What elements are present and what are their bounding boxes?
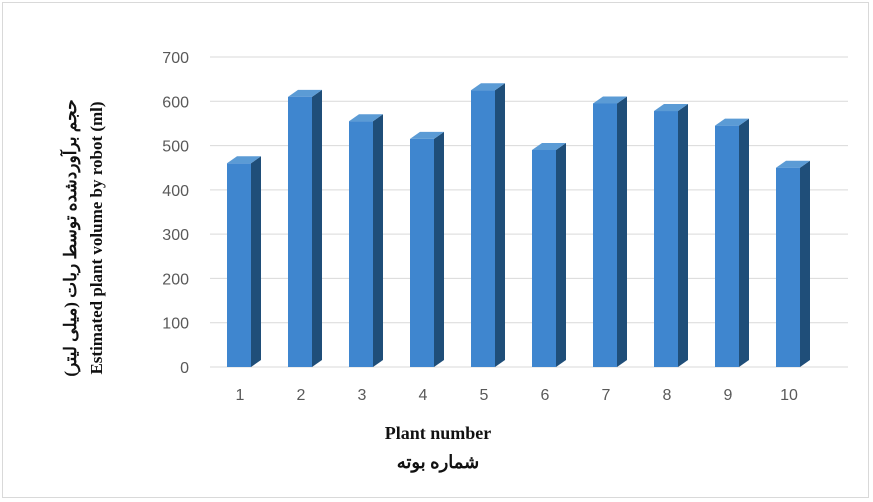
y-tick-label: 500 (162, 139, 189, 156)
bar-front (776, 167, 800, 367)
bar-front (593, 103, 617, 367)
bar-1 (227, 156, 261, 367)
y-tick-labels: 0 100 200 300 400 500 600 700 (162, 50, 189, 377)
y-tick-label: 0 (180, 360, 189, 377)
x-tick-label: 5 (480, 387, 489, 404)
bar-side (617, 96, 627, 367)
x-tick-label: 8 (663, 387, 672, 404)
bar-side (434, 131, 444, 367)
bar-side (312, 89, 322, 367)
y-axis-title-persian: حجم برآوردشده توسط ربات (میلی لیتر) (59, 99, 81, 376)
bar-front (410, 138, 434, 367)
y-tick-label: 400 (162, 183, 189, 200)
x-tick-labels: 1 2 3 4 5 6 7 8 9 10 (236, 387, 798, 404)
x-tick-label: 3 (358, 387, 367, 404)
y-tick-label: 300 (162, 227, 189, 244)
bar-5 (471, 83, 505, 367)
x-tick-label: 2 (297, 387, 306, 404)
bar-side (800, 160, 810, 367)
bar-front (227, 163, 251, 367)
bars (227, 83, 810, 368)
bar-front (532, 150, 556, 367)
x-axis-title-persian: شماره بوته (397, 452, 480, 473)
bar-front (471, 90, 495, 367)
bar-front (715, 125, 739, 368)
y-tick-label: 200 (162, 271, 189, 288)
bar-7 (593, 96, 627, 367)
bar-top (227, 156, 261, 164)
bar-top (410, 131, 444, 139)
bar-top (593, 96, 627, 104)
bar-6 (532, 143, 566, 367)
bar-top (776, 160, 810, 168)
bar-top (349, 114, 383, 122)
y-axis-title: Estimated plant volume by robot (ml) (87, 101, 106, 374)
bar-8 (654, 104, 688, 368)
bar-side (373, 114, 383, 367)
bar-front (288, 96, 312, 367)
bar-side (251, 156, 261, 367)
bar-top (532, 143, 566, 150)
x-tick-label: 7 (602, 387, 611, 404)
x-tick-label: 6 (541, 387, 550, 404)
bar-10 (776, 160, 810, 367)
bar-top (715, 118, 749, 126)
y-tick-label: 100 (162, 316, 189, 333)
bar-front (349, 121, 373, 367)
bar-top (471, 83, 505, 91)
bar-4 (410, 131, 444, 367)
y-tick-label: 700 (162, 50, 189, 67)
bar-top (288, 89, 322, 97)
x-tick-label: 9 (724, 387, 733, 404)
bar-side (739, 118, 749, 368)
x-tick-label: 10 (780, 387, 798, 404)
bar-3 (349, 114, 383, 367)
y-tick-label: 600 (162, 94, 189, 111)
x-tick-label: 4 (419, 387, 428, 404)
bar-2 (288, 89, 322, 367)
bar-top (654, 104, 688, 112)
bar-9 (715, 118, 749, 368)
x-tick-label: 1 (236, 387, 245, 404)
x-axis-title: Plant number (385, 423, 492, 443)
bar-side (678, 104, 688, 368)
bar-side (556, 143, 566, 367)
bar-front (654, 111, 678, 368)
bar-side (495, 83, 505, 367)
